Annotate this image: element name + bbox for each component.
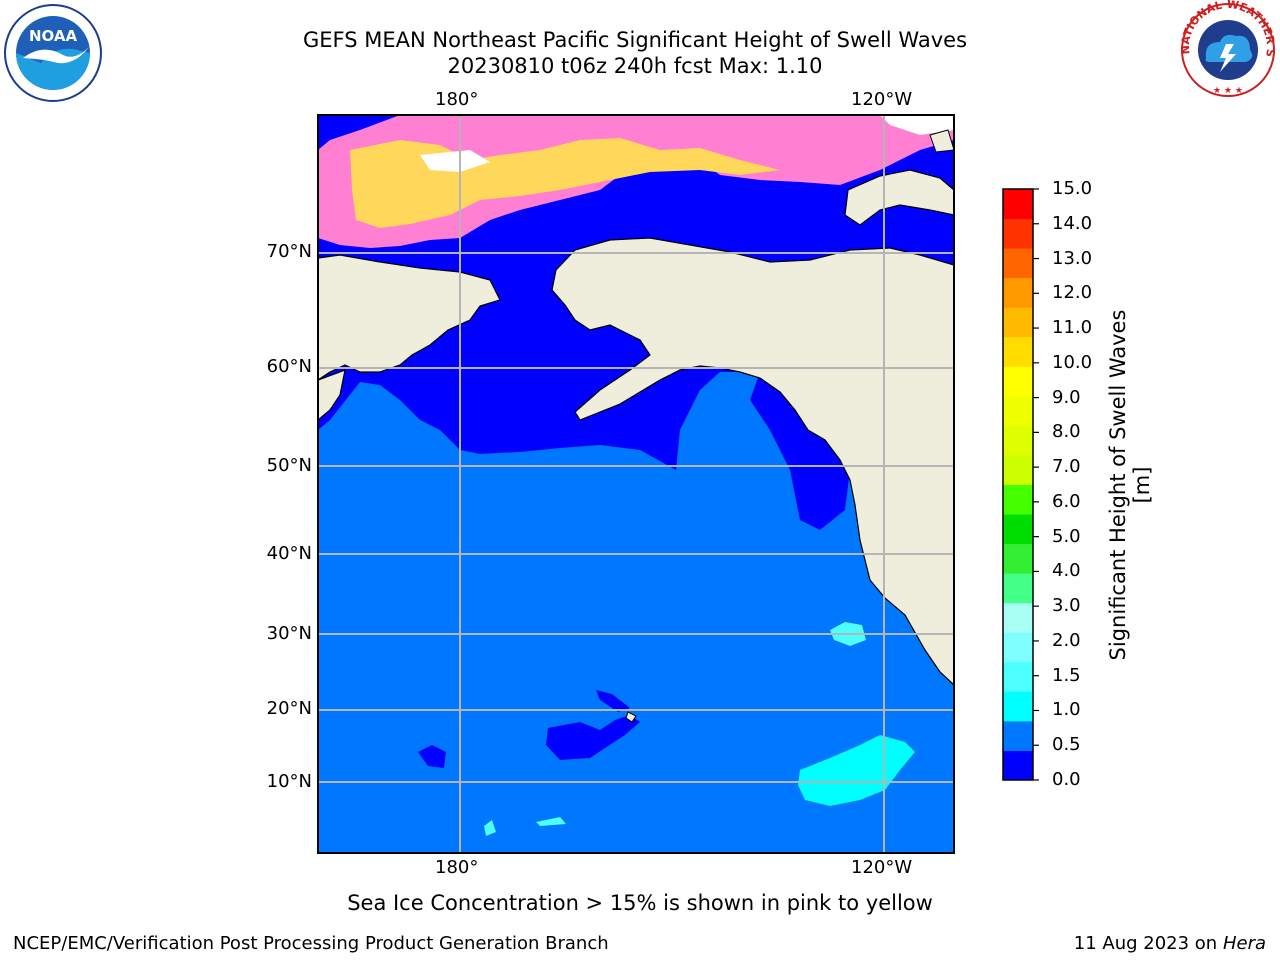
colorbar-tick-label: 13.0 xyxy=(1052,247,1093,269)
colorbar-segment xyxy=(1003,632,1033,663)
noaa-logo-text: NOAA xyxy=(29,27,78,45)
lon-label-bottom-120w: 120°W xyxy=(851,857,913,878)
footer-branch: NCEP/EMC/Verification Post Processing Pr… xyxy=(13,933,609,954)
colorbar-tick-label: 10.0 xyxy=(1052,351,1093,373)
colorbar-tick-label: 15.0 xyxy=(1052,178,1093,199)
lat-label-10n: 10°N xyxy=(266,771,312,792)
lat-label-30n: 30°N xyxy=(266,623,312,644)
colorbar-tick-label: 0.0 xyxy=(1052,769,1081,790)
colorbar-tick-label: 12.0 xyxy=(1052,282,1093,304)
colorbar-tick-label: 0.5 xyxy=(1052,734,1081,756)
colorbar-tick-label: 3.0 xyxy=(1052,595,1081,617)
colorbar-segment xyxy=(1003,602,1033,633)
sea-ice-pink xyxy=(318,115,954,248)
colorbar-tick-label: 4.0 xyxy=(1052,560,1081,582)
footer-host: Hera xyxy=(1222,933,1266,954)
swell-1.0-1.5-patch xyxy=(798,735,915,806)
lon-label-top-180: 180° xyxy=(435,89,479,110)
lon-label-bottom-180: 180° xyxy=(435,857,479,878)
colorbar-segment xyxy=(1003,336,1033,367)
colorbar-segment xyxy=(1003,454,1033,485)
colorbar-segment xyxy=(1003,691,1033,722)
sea-ice-note: Sea Ice Concentration > 15% is shown in … xyxy=(347,891,933,915)
colorbar-segment xyxy=(1003,425,1033,456)
colorbar-segment xyxy=(1003,484,1033,515)
chart-title: GEFS MEAN Northeast Pacific Significant … xyxy=(302,28,968,52)
colorbar-segment xyxy=(1003,189,1033,220)
colorbar-segment xyxy=(1003,514,1033,545)
svg-text:★ ★ ★: ★ ★ ★ xyxy=(1213,86,1243,96)
lat-label-50n: 50°N xyxy=(266,455,312,476)
colorbar xyxy=(1003,189,1033,781)
colorbar-segment xyxy=(1003,307,1033,338)
map-frame xyxy=(317,114,955,854)
colorbar-segment xyxy=(1003,366,1033,397)
colorbar-segment xyxy=(1003,573,1033,604)
colorbar-segment xyxy=(1003,395,1033,426)
chart-subtitle: 20230810 t06z 240h fcst Max: 1.10 xyxy=(447,54,823,78)
national-weather-service-logo-icon: NATIONAL WEATHER SERVICE ★ ★ ★ xyxy=(1176,0,1277,97)
colorbar-tick-label: 1.5 xyxy=(1052,664,1081,686)
colorbar-tick-label: 5.0 xyxy=(1052,525,1081,547)
noaa-logo-icon: NOAA xyxy=(4,4,102,102)
colorbar-tick-label: 8.0 xyxy=(1052,421,1081,443)
colorbar-tick-label: 14.0 xyxy=(1052,212,1093,234)
colorbar-segment xyxy=(1003,248,1033,279)
colorbar-segment xyxy=(1003,750,1033,781)
ocean-swell-0-0.5-coast xyxy=(750,372,850,530)
colorbar-segment xyxy=(1003,661,1033,692)
colorbar-segment xyxy=(1003,277,1033,308)
lon-label-top-120w: 120°W xyxy=(851,89,913,110)
lat-label-40n: 40°N xyxy=(266,543,312,564)
colorbar-tick-label: 2.0 xyxy=(1052,629,1081,651)
colorbar-tick-label: 7.0 xyxy=(1052,456,1081,478)
colorbar-tick-label: 11.0 xyxy=(1052,317,1093,339)
lat-label-60n: 60°N xyxy=(266,356,312,377)
lat-label-70n: 70°N xyxy=(266,241,312,262)
land-siberia xyxy=(318,254,501,381)
colorbar-segment xyxy=(1003,543,1033,574)
colorbar-tick-label: 6.0 xyxy=(1052,490,1081,512)
colorbar-label: Significant Height of Swell Waves [m] xyxy=(1106,309,1154,661)
lat-label-20n: 20°N xyxy=(266,698,312,719)
land-arctic-islands xyxy=(844,169,954,226)
colorbar-tick-label: 9.0 xyxy=(1052,386,1081,408)
ocean-swell-0-0.5-hawaii xyxy=(546,715,640,760)
colorbar-tick-label: 1.0 xyxy=(1052,699,1081,721)
colorbar-frame xyxy=(1002,188,1034,781)
colorbar-segment xyxy=(1003,720,1033,751)
footer-date: 11 Aug 2023 on Hera xyxy=(1073,933,1266,954)
graticule xyxy=(318,115,954,853)
colorbar-segment xyxy=(1003,218,1033,249)
